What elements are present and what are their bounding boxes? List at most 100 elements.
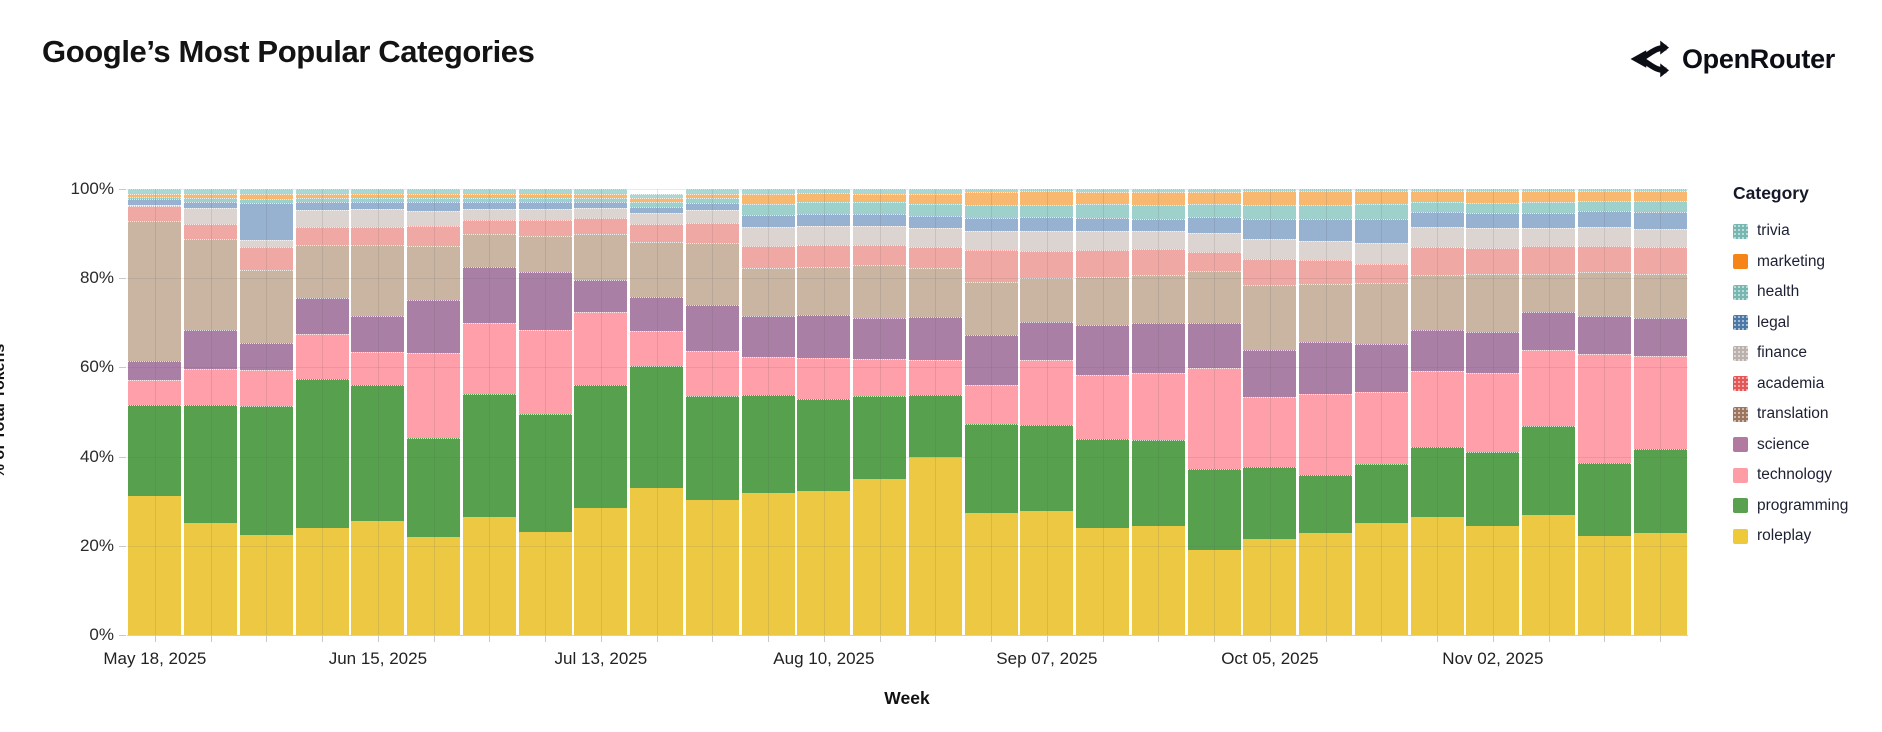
bar-segment-roleplay[interactable]: [1299, 532, 1353, 635]
bar-segment-finance[interactable]: [1633, 228, 1687, 248]
bar-segment-translation[interactable]: [1131, 274, 1185, 323]
bar-segment-technology[interactable]: [518, 329, 572, 414]
bar-segment-programming[interactable]: [1243, 467, 1297, 540]
bar-segment-health[interactable]: [1633, 201, 1687, 213]
bar-segment-legal[interactable]: [1187, 216, 1241, 234]
bar-segment-translation[interactable]: [1187, 271, 1241, 324]
bar-segment-academia[interactable]: [630, 223, 684, 242]
bar-segment-finance[interactable]: [574, 208, 628, 219]
bar-segment-legal[interactable]: [1299, 218, 1353, 242]
bar-segment-translation[interactable]: [1076, 277, 1130, 325]
bar-segment-legal[interactable]: [1633, 212, 1687, 229]
bar-segment-marketing[interactable]: [518, 193, 572, 198]
bar-segment-roleplay[interactable]: [853, 478, 907, 635]
bar-week-Jul 13, 2025[interactable]: [574, 189, 628, 635]
bar-week-May 25, 2025[interactable]: [184, 189, 238, 635]
bar-segment-health[interactable]: [1577, 201, 1631, 212]
bar-week-Oct 19, 2025[interactable]: [1354, 189, 1408, 635]
bar-segment-trivia[interactable]: [741, 189, 795, 195]
legend-item-translation[interactable]: translation: [1733, 399, 1848, 430]
legend-item-marketing[interactable]: marketing: [1733, 247, 1848, 278]
bar-segment-trivia[interactable]: [1020, 189, 1074, 192]
bar-week-Jun 01, 2025[interactable]: [239, 189, 293, 635]
bar-segment-trivia[interactable]: [964, 189, 1018, 192]
bar-segment-technology[interactable]: [239, 370, 293, 406]
bar-segment-finance[interactable]: [295, 210, 349, 227]
bar-week-Aug 03, 2025[interactable]: [741, 189, 795, 635]
bar-segment-translation[interactable]: [797, 267, 851, 316]
bar-segment-roleplay[interactable]: [239, 535, 293, 635]
bar-segment-translation[interactable]: [239, 269, 293, 344]
legend-item-academia[interactable]: academia: [1733, 369, 1848, 400]
bar-segment-legal[interactable]: [239, 202, 293, 240]
bar-segment-roleplay[interactable]: [128, 495, 182, 635]
bar-week-Nov 23, 2025[interactable]: [1633, 189, 1687, 635]
bar-segment-roleplay[interactable]: [964, 512, 1018, 635]
bar-segment-technology[interactable]: [630, 331, 684, 367]
bar-segment-finance[interactable]: [1076, 231, 1130, 250]
bar-segment-trivia[interactable]: [853, 189, 907, 194]
bar-segment-programming[interactable]: [908, 395, 962, 458]
bar-segment-technology[interactable]: [685, 350, 739, 396]
bar-segment-technology[interactable]: [908, 360, 962, 396]
bar-segment-translation[interactable]: [574, 233, 628, 281]
bar-segment-programming[interactable]: [574, 385, 628, 508]
bar-week-Nov 16, 2025[interactable]: [1577, 189, 1631, 635]
bar-segment-science[interactable]: [685, 305, 739, 351]
bar-segment-science[interactable]: [1020, 321, 1074, 361]
bar-segment-programming[interactable]: [518, 413, 572, 532]
bar-segment-roleplay[interactable]: [797, 490, 851, 635]
bar-week-Aug 17, 2025[interactable]: [853, 189, 907, 635]
bar-segment-trivia[interactable]: [128, 189, 182, 194]
bar-segment-technology[interactable]: [1020, 360, 1074, 425]
bar-segment-programming[interactable]: [630, 366, 684, 488]
bar-segment-programming[interactable]: [741, 394, 795, 493]
bar-segment-legal[interactable]: [1131, 218, 1185, 231]
bar-segment-technology[interactable]: [741, 357, 795, 395]
bar-segment-academia[interactable]: [574, 218, 628, 234]
bar-segment-legal[interactable]: [964, 218, 1018, 231]
bar-segment-finance[interactable]: [1187, 233, 1241, 253]
bar-segment-legal[interactable]: [853, 214, 907, 227]
bar-week-Jul 20, 2025[interactable]: [630, 189, 684, 635]
bar-segment-programming[interactable]: [1187, 469, 1241, 550]
bar-segment-roleplay[interactable]: [630, 487, 684, 635]
legend-item-legal[interactable]: legal: [1733, 308, 1848, 339]
bar-segment-programming[interactable]: [685, 395, 739, 500]
bar-segment-legal[interactable]: [184, 202, 238, 209]
bar-segment-trivia[interactable]: [1577, 189, 1631, 191]
bar-segment-marketing[interactable]: [964, 191, 1018, 206]
bar-segment-health[interactable]: [1076, 204, 1130, 218]
bar-segment-roleplay[interactable]: [1187, 549, 1241, 635]
bar-week-Sep 14, 2025[interactable]: [1076, 189, 1130, 635]
bar-segment-translation[interactable]: [1466, 274, 1520, 332]
bar-segment-roleplay[interactable]: [1466, 525, 1520, 635]
bar-segment-marketing[interactable]: [1131, 191, 1185, 206]
bar-segment-translation[interactable]: [1020, 277, 1074, 322]
bar-segment-health[interactable]: [1020, 204, 1074, 218]
bar-segment-programming[interactable]: [351, 385, 405, 522]
bar-segment-marketing[interactable]: [1076, 191, 1130, 205]
bar-segment-translation[interactable]: [1577, 271, 1631, 316]
bar-segment-roleplay[interactable]: [1633, 533, 1687, 635]
bar-segment-technology[interactable]: [1243, 397, 1297, 468]
bar-segment-marketing[interactable]: [1410, 190, 1464, 202]
bar-segment-academia[interactable]: [1020, 251, 1074, 278]
bar-segment-marketing[interactable]: [239, 194, 293, 199]
bar-segment-trivia[interactable]: [1131, 189, 1185, 192]
bar-segment-marketing[interactable]: [1243, 191, 1297, 206]
bar-segment-roleplay[interactable]: [1354, 523, 1408, 635]
bar-segment-marketing[interactable]: [1354, 191, 1408, 204]
bar-segment-technology[interactable]: [853, 359, 907, 397]
bar-segment-marketing[interactable]: [741, 194, 795, 205]
bar-segment-academia[interactable]: [1522, 245, 1576, 275]
bar-segment-science[interactable]: [351, 316, 405, 352]
bar-week-Aug 24, 2025[interactable]: [908, 189, 962, 635]
bar-segment-science[interactable]: [964, 334, 1018, 385]
bar-segment-programming[interactable]: [1633, 449, 1687, 534]
bar-week-Sep 07, 2025[interactable]: [1020, 189, 1074, 635]
bar-segment-roleplay[interactable]: [295, 527, 349, 635]
bar-segment-science[interactable]: [462, 267, 516, 323]
bar-segment-translation[interactable]: [630, 241, 684, 298]
bar-segment-health[interactable]: [1410, 201, 1464, 212]
